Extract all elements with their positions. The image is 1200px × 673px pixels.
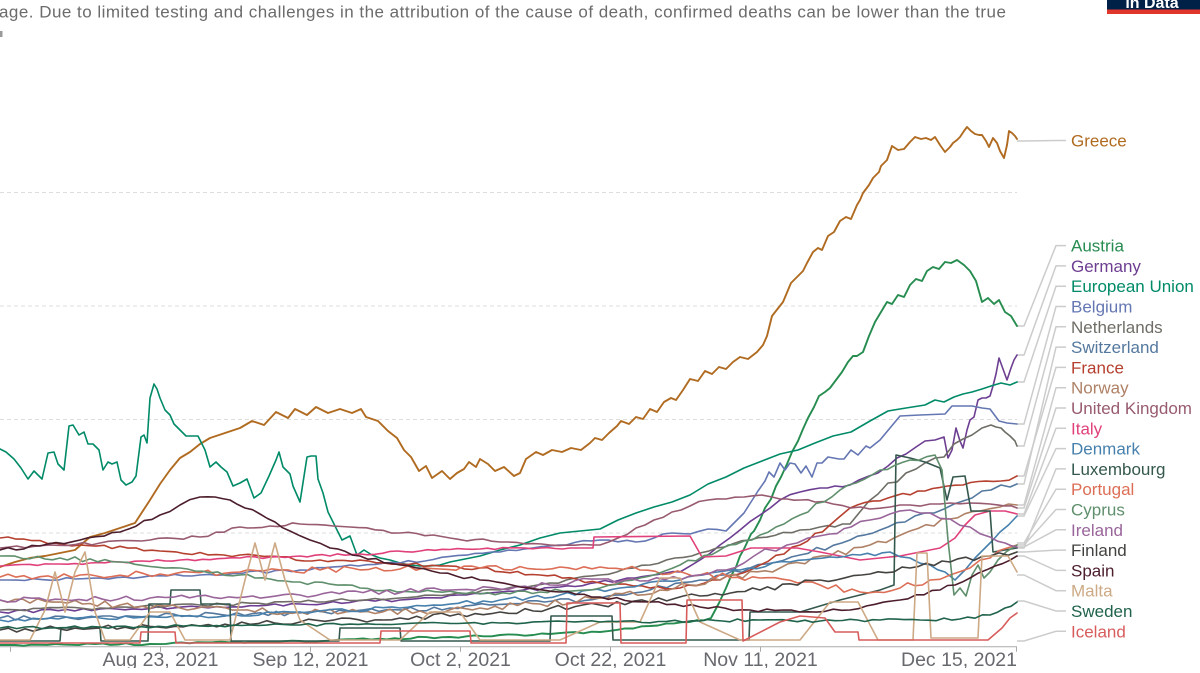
- svg-text:Iceland: Iceland: [1071, 622, 1126, 641]
- svg-text:Italy: Italy: [1071, 419, 1103, 438]
- svg-text:France: France: [1071, 358, 1124, 377]
- svg-text:Finland: Finland: [1071, 541, 1127, 560]
- svg-text:Dec 15, 2021: Dec 15, 2021: [901, 649, 1017, 668]
- svg-text:Nov 11, 2021: Nov 11, 2021: [703, 649, 818, 668]
- svg-text:Luxembourg: Luxembourg: [1071, 460, 1166, 479]
- svg-text:age. Due to limited testing an: age. Due to limited testing and challeng…: [0, 3, 1006, 22]
- svg-text:European Union: European Union: [1071, 277, 1194, 296]
- svg-text:Aug 23, 2021: Aug 23, 2021: [102, 649, 218, 668]
- svg-text:Oct 22, 2021: Oct 22, 2021: [555, 649, 667, 668]
- svg-text:Belgium: Belgium: [1071, 298, 1132, 317]
- svg-text:Germany: Germany: [1071, 257, 1141, 276]
- svg-text:Netherlands: Netherlands: [1071, 318, 1163, 337]
- svg-text:Greece: Greece: [1071, 132, 1127, 151]
- svg-text:Sweden: Sweden: [1071, 602, 1132, 621]
- svg-text:Sep 12, 2021: Sep 12, 2021: [252, 649, 368, 668]
- svg-text:Denmark: Denmark: [1071, 440, 1140, 459]
- svg-text:Oct 2, 2021: Oct 2, 2021: [410, 649, 511, 668]
- svg-text:Portugal: Portugal: [1071, 480, 1134, 499]
- svg-text:Malta: Malta: [1071, 582, 1113, 601]
- svg-text:Switzerland: Switzerland: [1071, 338, 1159, 357]
- svg-text:Norway: Norway: [1071, 379, 1129, 398]
- svg-text:Austria: Austria: [1071, 237, 1124, 256]
- svg-text:United Kingdom: United Kingdom: [1071, 399, 1192, 418]
- svg-text:Spain: Spain: [1071, 561, 1114, 580]
- svg-text:Cyprus: Cyprus: [1071, 501, 1125, 520]
- svg-text:Ireland: Ireland: [1071, 521, 1123, 540]
- svg-text:in Data: in Data: [1125, 0, 1178, 12]
